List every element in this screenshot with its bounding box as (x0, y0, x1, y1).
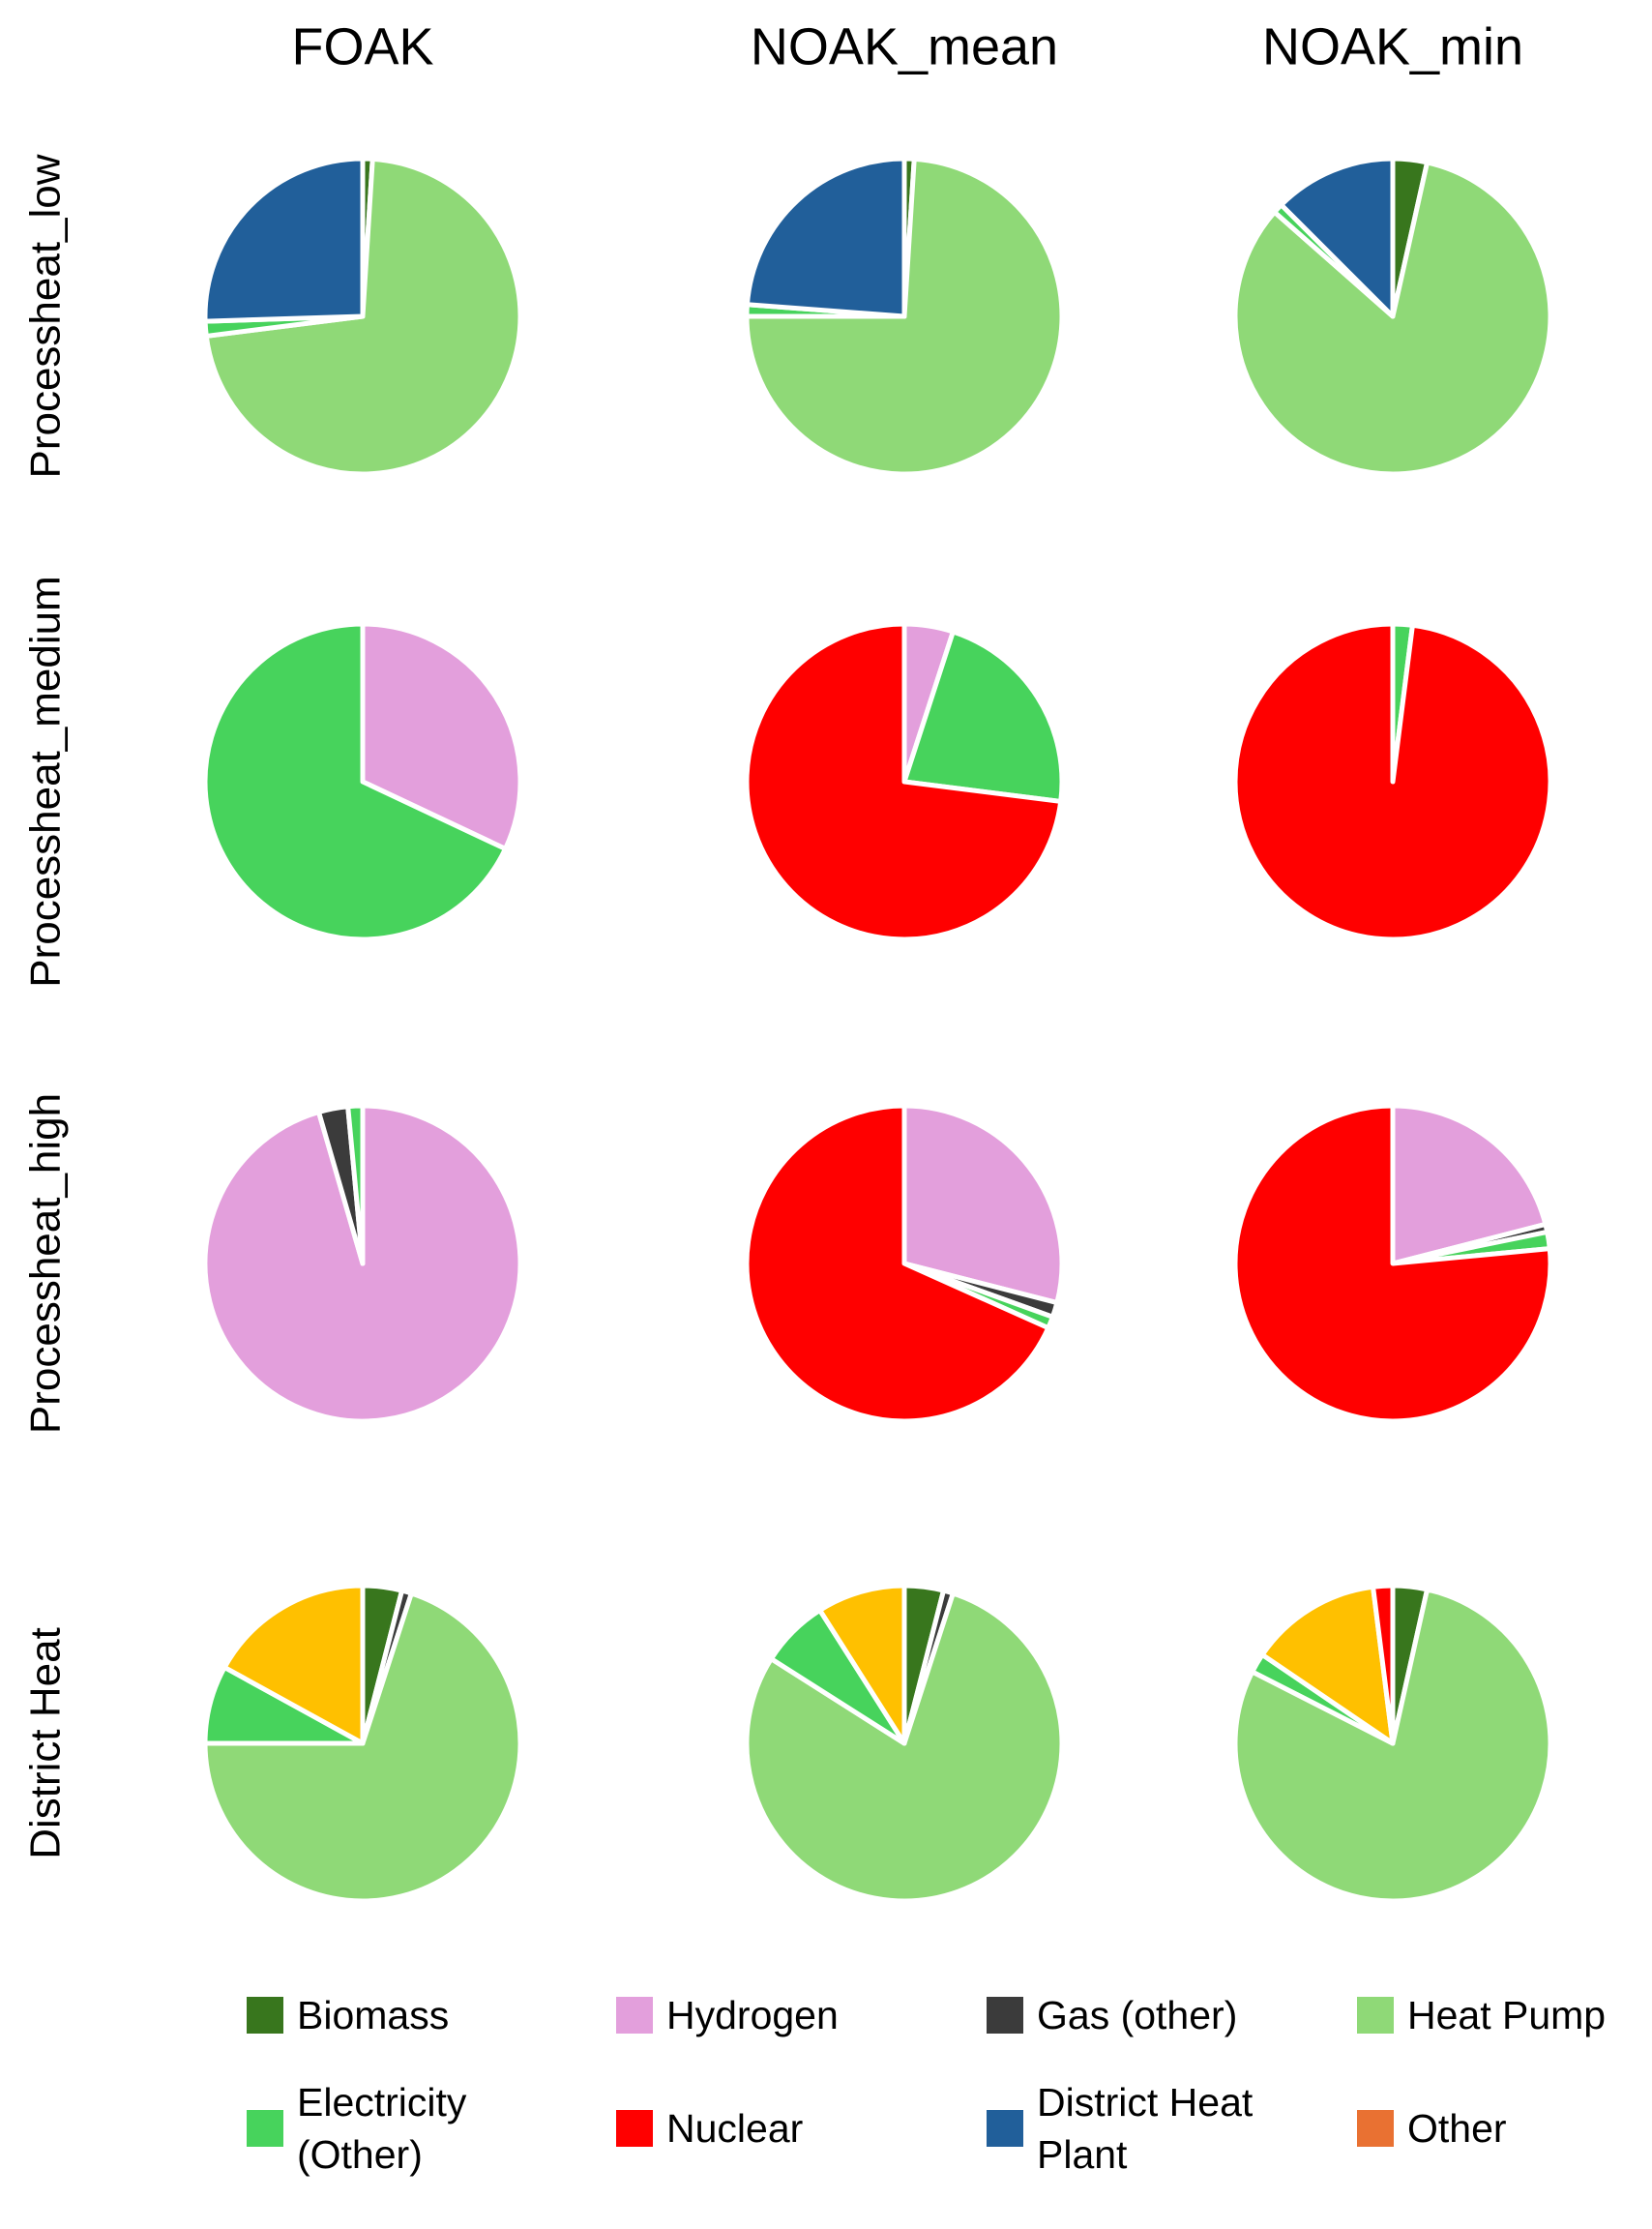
legend-label: Gas (other) (1037, 1993, 1238, 2037)
pie-slice (202, 156, 366, 324)
row-title: Processheat_medium (22, 576, 70, 988)
legend-item: Biomass (247, 1957, 577, 2073)
pie-slice (1232, 1103, 1553, 1424)
legend-swatch (247, 2110, 283, 2147)
legend-item: Gas (other) (987, 1957, 1317, 2073)
row-title: Processheat_high (22, 1093, 70, 1434)
row-title: District Heat (22, 1627, 70, 1859)
pie-slice (1259, 1584, 1396, 1746)
pie-slice (345, 1103, 366, 1266)
pie-slice (744, 156, 907, 319)
pie-slice (202, 1590, 523, 1904)
legend-label: Heat Pump (1407, 1993, 1607, 2037)
pie-slice (744, 621, 1064, 942)
legend-swatch (987, 2110, 1023, 2147)
column-title: NOAK_mean (751, 17, 1058, 75)
legend-swatch (616, 1997, 653, 2034)
legend-swatch (616, 2110, 653, 2147)
legend-item: Electricity (Other) (247, 2070, 539, 2186)
pie-slice (221, 1583, 366, 1746)
legend-swatch (247, 1997, 283, 2034)
pie-slice (744, 1103, 1051, 1424)
legend-item: Other (1357, 2070, 1649, 2186)
pie-slice (1371, 1583, 1396, 1746)
column-title: FOAK (291, 17, 433, 75)
legend-item: Hydrogen (616, 1957, 947, 2073)
legend-label: Electricity (Other) (297, 2080, 467, 2177)
legend-label: Nuclear (666, 2106, 804, 2151)
legend-label: District Heat Plant (1037, 2080, 1254, 2177)
pie-slice (817, 1583, 907, 1746)
legend-label: Biomass (297, 1993, 450, 2037)
pie-slice (1232, 621, 1553, 942)
legend-item: District Heat Plant (987, 2070, 1279, 2186)
legend-label: Hydrogen (666, 1993, 839, 2037)
legend-swatch (1357, 2110, 1394, 2147)
column-title: NOAK_min (1262, 17, 1523, 75)
pie-slice (1279, 156, 1396, 319)
legend-swatch (987, 1997, 1023, 2034)
legend-swatch (1357, 1997, 1394, 2034)
legend-label: Other (1407, 2106, 1507, 2151)
pie-slice (901, 629, 1065, 804)
legend-item: Heat Pump (1357, 1957, 1652, 2073)
legend-item: Nuclear (616, 2070, 908, 2186)
pie-slice (202, 621, 508, 942)
row-title: Processheat_low (22, 154, 70, 478)
pie-slice (360, 621, 523, 851)
pie-slice (744, 1590, 1065, 1904)
pie-slice (1390, 1103, 1549, 1266)
pie-slice (901, 1103, 1065, 1306)
